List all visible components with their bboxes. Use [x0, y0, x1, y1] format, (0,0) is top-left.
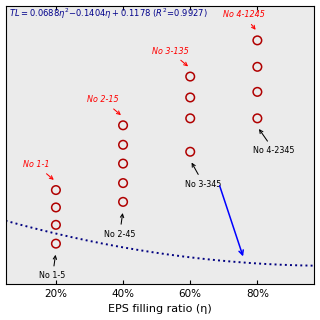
Point — [121, 180, 126, 186]
Point — [255, 116, 260, 121]
Point — [53, 188, 59, 193]
Text: No 2-45: No 2-45 — [104, 214, 135, 239]
Point — [53, 222, 59, 228]
Text: No 3-135: No 3-135 — [152, 47, 188, 66]
X-axis label: EPS filling ratio (η): EPS filling ratio (η) — [108, 304, 212, 315]
Text: No 2-15: No 2-15 — [87, 95, 120, 114]
Text: No 1-5: No 1-5 — [39, 256, 66, 281]
Point — [121, 161, 126, 166]
Point — [188, 149, 193, 154]
Point — [255, 89, 260, 94]
Point — [53, 241, 59, 246]
Text: No 4-1245: No 4-1245 — [223, 11, 265, 29]
Point — [188, 116, 193, 121]
Point — [121, 123, 126, 128]
Point — [53, 205, 59, 210]
Point — [188, 74, 193, 79]
Text: No 3-345: No 3-345 — [186, 164, 222, 188]
Point — [255, 38, 260, 43]
Text: $\mathit{TL}=0.0688\eta^2\!-\!0.1404\eta+0.1178\ (R^2\!=\!0.9927)$: $\mathit{TL}=0.0688\eta^2\!-\!0.1404\eta… — [9, 7, 207, 21]
Text: No 1-1: No 1-1 — [22, 160, 53, 179]
Point — [121, 199, 126, 204]
Text: No 4-2345: No 4-2345 — [253, 130, 295, 155]
Point — [188, 95, 193, 100]
Point — [255, 64, 260, 69]
Point — [121, 142, 126, 147]
